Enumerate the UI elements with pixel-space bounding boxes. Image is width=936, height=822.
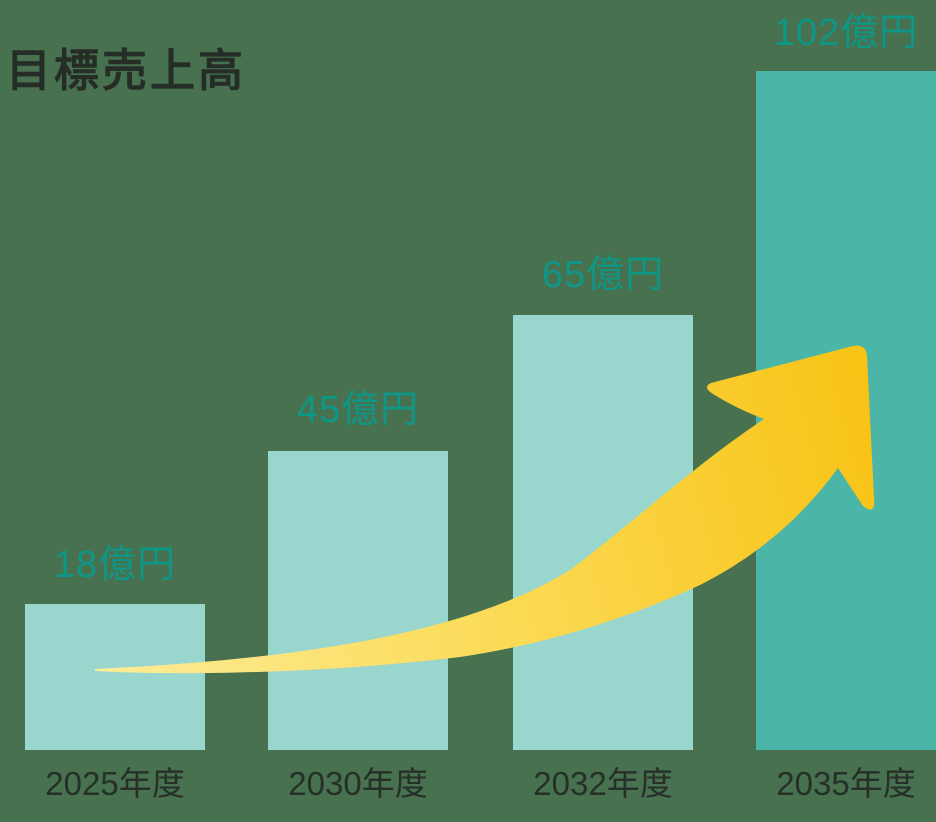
bar-category-label: 2030年度: [288, 765, 428, 802]
bar-value-label: 18億円: [53, 544, 177, 586]
bar-2030: [268, 451, 448, 750]
bar-value-label: 45億円: [296, 389, 420, 431]
bar-2025: [25, 604, 205, 750]
bar-category-label: 2035年度: [776, 765, 916, 802]
chart-title: 目標売上高: [6, 45, 247, 96]
bar-category-label: 2025年度: [45, 765, 185, 802]
bar-2035: [756, 71, 936, 750]
bar-value-label: 102億円: [773, 12, 919, 54]
bar-2032: [513, 315, 693, 750]
bar-value-label: 65億円: [541, 254, 665, 296]
bar-category-label: 2032年度: [533, 765, 673, 802]
